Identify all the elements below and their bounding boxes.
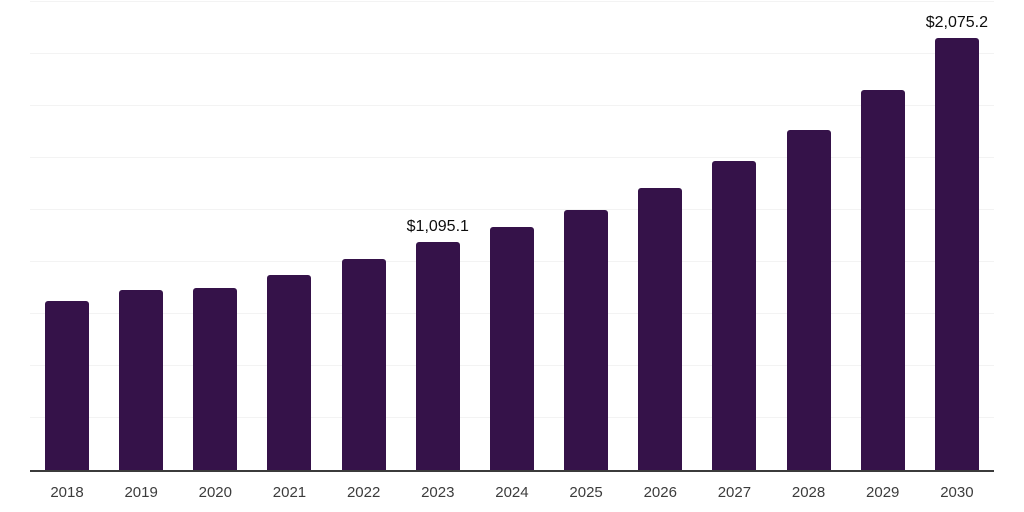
x-tick-label-2029: 2029	[866, 484, 900, 501]
bar-slot-2026	[638, 1, 683, 470]
x-tick-slot-2021: 2021	[267, 484, 311, 501]
bar-value-label-2030: $2,075.2	[925, 14, 989, 32]
x-tick-slot-2019: 2019	[119, 484, 163, 501]
x-tick-label-2025: 2025	[569, 484, 603, 501]
x-tick-label-2020: 2020	[198, 484, 232, 501]
x-tick-label-2019: 2019	[124, 484, 158, 501]
bar-2025[interactable]	[564, 209, 609, 470]
x-tick-label-2022: 2022	[346, 484, 381, 501]
x-tick-label-2018: 2018	[50, 484, 84, 501]
bar-slot-2022	[341, 1, 386, 470]
bar-slot-2027	[712, 1, 757, 470]
x-tick-slot-2020: 2020	[193, 484, 237, 501]
x-tick-label-2021: 2021	[272, 484, 307, 501]
bar-slot-2019	[119, 1, 164, 470]
x-tick-slot-2025: 2025	[564, 484, 608, 501]
x-tick-label-2030: 2030	[940, 484, 974, 501]
gridline	[30, 105, 994, 107]
bar-slot-2029	[860, 1, 905, 470]
x-tick-label-2024: 2024	[495, 484, 529, 501]
gridline	[30, 209, 994, 211]
bar-slot-2023: $1,095.1	[407, 1, 469, 470]
x-tick-slot-2028: 2028	[787, 484, 831, 501]
x-tick-slot-2023: 2023	[416, 484, 460, 501]
gridline	[30, 157, 994, 159]
x-tick-slot-2024: 2024	[490, 484, 534, 501]
gridline	[30, 1, 994, 3]
x-tick-label-2023: 2023	[421, 484, 455, 501]
bar-2021[interactable]	[267, 274, 312, 470]
bars-container: $1,095.1 $2,075.2	[45, 1, 988, 470]
x-tick-slot-2030: 2030	[935, 484, 979, 501]
bar-2029[interactable]	[860, 90, 905, 470]
x-tick-slot-2027: 2027	[712, 484, 756, 501]
x-tick-label-2028: 2028	[791, 484, 826, 501]
bar-slot-2025	[564, 1, 609, 470]
bar-2023[interactable]	[415, 242, 460, 470]
bar-2018[interactable]	[45, 301, 89, 470]
bar-2027[interactable]	[712, 160, 757, 470]
bar-value-label-2023: $1,095.1	[406, 218, 469, 236]
bar-slot-2024	[489, 1, 534, 470]
bar-slot-2021	[267, 1, 312, 470]
bar-slot-2018	[45, 1, 89, 470]
bar-2019[interactable]	[119, 289, 164, 470]
bar-2028[interactable]	[786, 129, 831, 470]
x-tick-slot-2026: 2026	[638, 484, 682, 501]
x-tick-slot-2029: 2029	[861, 484, 905, 501]
gridline	[30, 53, 994, 55]
plot-area: $1,095.1 $2,075.2	[30, 1, 994, 472]
bar-2020[interactable]	[193, 288, 238, 470]
x-tick-slot-2018: 2018	[45, 484, 89, 501]
bar-slot-2020	[193, 1, 238, 470]
bar-2030[interactable]	[934, 38, 979, 470]
x-tick-label-2026: 2026	[643, 484, 677, 501]
bar-2022[interactable]	[341, 258, 386, 470]
x-axis-labels: 2018 2019 2020 2021 2022 2023 2024 2025 2026 2027…	[45, 484, 979, 501]
x-tick-label-2027: 2027	[717, 484, 752, 501]
x-tick-slot-2022: 2022	[342, 484, 386, 501]
bar-2026[interactable]	[638, 187, 683, 470]
bar-slot-2028	[786, 1, 831, 470]
bar-2024[interactable]	[489, 227, 534, 470]
bar-slot-2030: $2,075.2	[926, 1, 988, 470]
